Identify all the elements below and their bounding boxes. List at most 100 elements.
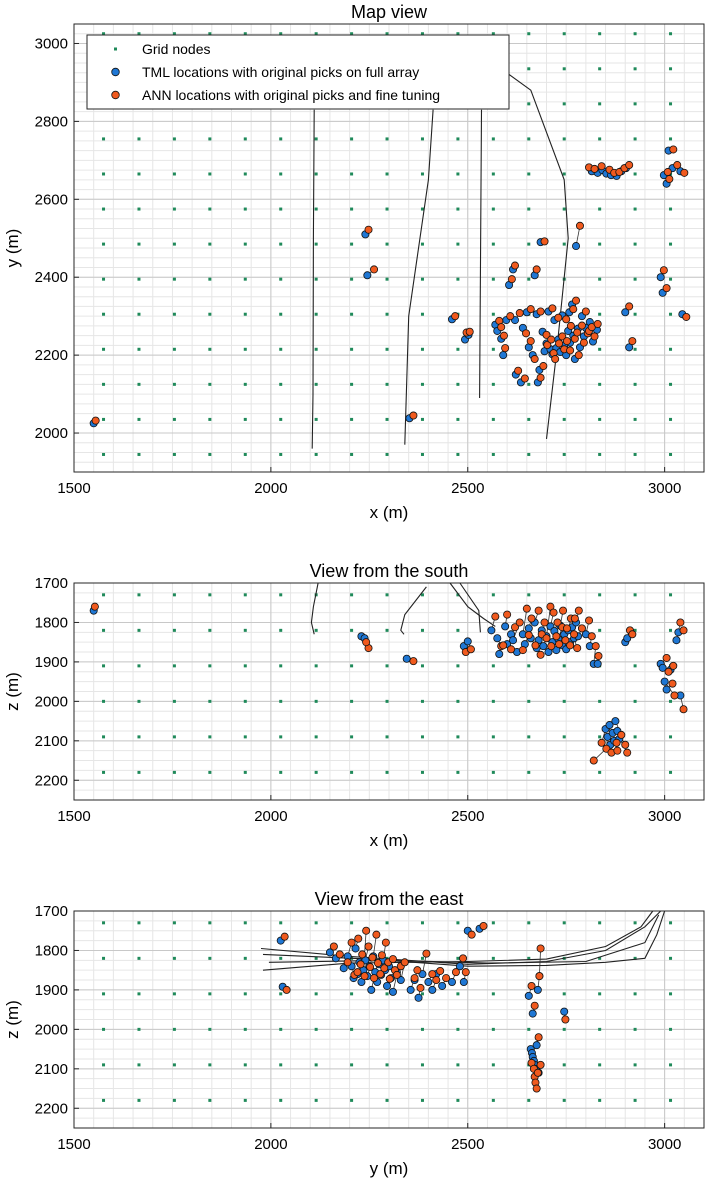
grid-node bbox=[137, 735, 141, 739]
grid-node bbox=[491, 417, 495, 421]
ann-point bbox=[510, 261, 519, 270]
grid-node bbox=[527, 417, 531, 421]
ann-point bbox=[467, 930, 476, 939]
grid-node bbox=[420, 452, 424, 456]
ann-point bbox=[534, 606, 543, 615]
grid-node bbox=[102, 956, 106, 960]
grid-node bbox=[669, 593, 673, 597]
grid-node bbox=[350, 664, 354, 668]
grid-node bbox=[385, 593, 389, 597]
grid-node bbox=[137, 593, 141, 597]
grid-node bbox=[527, 1098, 531, 1102]
grid-node bbox=[279, 382, 283, 386]
ann-point bbox=[597, 738, 606, 747]
grid-node bbox=[102, 664, 106, 668]
tml-point bbox=[611, 717, 620, 726]
ann-point bbox=[670, 691, 679, 700]
grid-node bbox=[527, 699, 531, 703]
grid-node bbox=[633, 770, 637, 774]
y-axis-label: z (m) bbox=[3, 1000, 22, 1039]
grid-node bbox=[633, 102, 637, 106]
tml-point bbox=[593, 659, 602, 668]
ann-point bbox=[90, 602, 99, 611]
grid-node bbox=[527, 102, 531, 106]
grid-node bbox=[598, 699, 602, 703]
grid-node bbox=[350, 137, 354, 141]
grid-node bbox=[314, 956, 318, 960]
ann-point bbox=[617, 730, 626, 739]
event-points bbox=[276, 921, 570, 1093]
ann-point bbox=[380, 964, 389, 973]
grid-node bbox=[137, 137, 141, 141]
ann-point bbox=[376, 970, 385, 979]
grid-node bbox=[137, 32, 141, 36]
tml-point bbox=[438, 981, 447, 990]
ann-point bbox=[335, 950, 344, 959]
grid-node bbox=[491, 1027, 495, 1031]
y-tick-label: 2400 bbox=[35, 269, 68, 286]
grid-node bbox=[562, 452, 566, 456]
legend-label-grid: Grid nodes bbox=[142, 41, 210, 57]
x-tick-label: 1500 bbox=[57, 480, 90, 497]
ann-point bbox=[533, 1068, 542, 1077]
grid-node bbox=[172, 32, 176, 36]
well-trajectory bbox=[449, 582, 496, 627]
well-trajectory bbox=[479, 109, 483, 399]
grid-node bbox=[633, 207, 637, 211]
y-tick-label: 2800 bbox=[35, 113, 68, 130]
tml-point bbox=[414, 993, 423, 1002]
grid-node bbox=[102, 137, 106, 141]
ann-point bbox=[570, 630, 579, 639]
grid-node bbox=[598, 102, 602, 106]
grid-node bbox=[633, 417, 637, 421]
grid-node bbox=[669, 347, 673, 351]
ann-point bbox=[436, 966, 445, 975]
tml-point bbox=[658, 663, 667, 672]
ann-point bbox=[370, 974, 379, 983]
ann-point bbox=[547, 335, 556, 344]
grid-node bbox=[350, 1027, 354, 1031]
grid-node bbox=[562, 1098, 566, 1102]
grid-node bbox=[102, 770, 106, 774]
ann-point bbox=[413, 966, 422, 975]
ann-point bbox=[527, 981, 536, 990]
grid-node bbox=[208, 312, 212, 316]
grid-node bbox=[456, 242, 460, 246]
ann-point bbox=[432, 976, 441, 985]
grid-node bbox=[172, 735, 176, 739]
grid-node bbox=[102, 1027, 106, 1031]
grid-node bbox=[527, 593, 531, 597]
grid-node bbox=[243, 956, 247, 960]
grid-node bbox=[456, 593, 460, 597]
ann-point bbox=[370, 265, 379, 274]
panel-title: Map view bbox=[351, 2, 428, 22]
grid-node bbox=[172, 699, 176, 703]
grid-node bbox=[350, 207, 354, 211]
grid-node bbox=[491, 1063, 495, 1067]
y-tick-label: 1800 bbox=[35, 942, 68, 959]
grid-node bbox=[243, 735, 247, 739]
grid-node bbox=[527, 67, 531, 71]
ann-point bbox=[442, 974, 451, 983]
grid-node bbox=[314, 312, 318, 316]
ann-point bbox=[659, 266, 668, 275]
grid-node bbox=[456, 1098, 460, 1102]
grid-node bbox=[598, 347, 602, 351]
ann-point bbox=[515, 309, 524, 318]
x-tick-label: 1500 bbox=[57, 808, 90, 825]
grid-node bbox=[633, 956, 637, 960]
grid-node bbox=[633, 921, 637, 925]
ann-point bbox=[664, 667, 673, 676]
ann-point bbox=[662, 653, 671, 662]
tml-point bbox=[539, 642, 548, 651]
ann-point bbox=[612, 738, 621, 747]
grid-node bbox=[137, 277, 141, 281]
ann-point bbox=[459, 954, 468, 963]
grid-node bbox=[350, 921, 354, 925]
grid-node bbox=[456, 735, 460, 739]
grid-node bbox=[137, 628, 141, 632]
ann-point bbox=[400, 958, 409, 967]
y-tick-label: 1700 bbox=[35, 575, 68, 592]
grid-node bbox=[420, 382, 424, 386]
